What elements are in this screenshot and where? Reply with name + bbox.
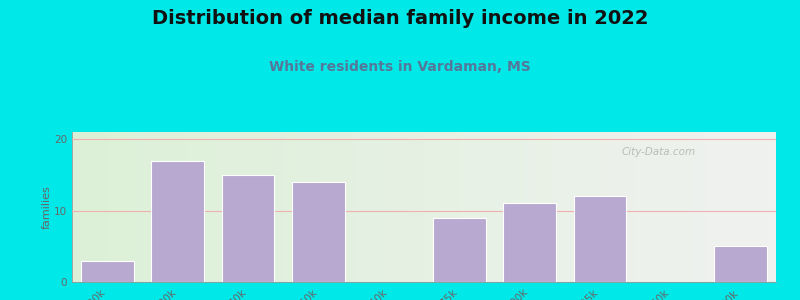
- Bar: [81, 261, 134, 282]
- Text: Distribution of median family income in 2022: Distribution of median family income in …: [152, 9, 648, 28]
- Bar: [503, 203, 556, 282]
- Y-axis label: families: families: [42, 185, 51, 229]
- Bar: [151, 160, 204, 282]
- Text: White residents in Vardaman, MS: White residents in Vardaman, MS: [269, 60, 531, 74]
- Text: City-Data.com: City-Data.com: [621, 147, 695, 157]
- Bar: [292, 182, 345, 282]
- Bar: [222, 175, 274, 282]
- Bar: [714, 246, 767, 282]
- Bar: [433, 218, 486, 282]
- Bar: [574, 196, 626, 282]
